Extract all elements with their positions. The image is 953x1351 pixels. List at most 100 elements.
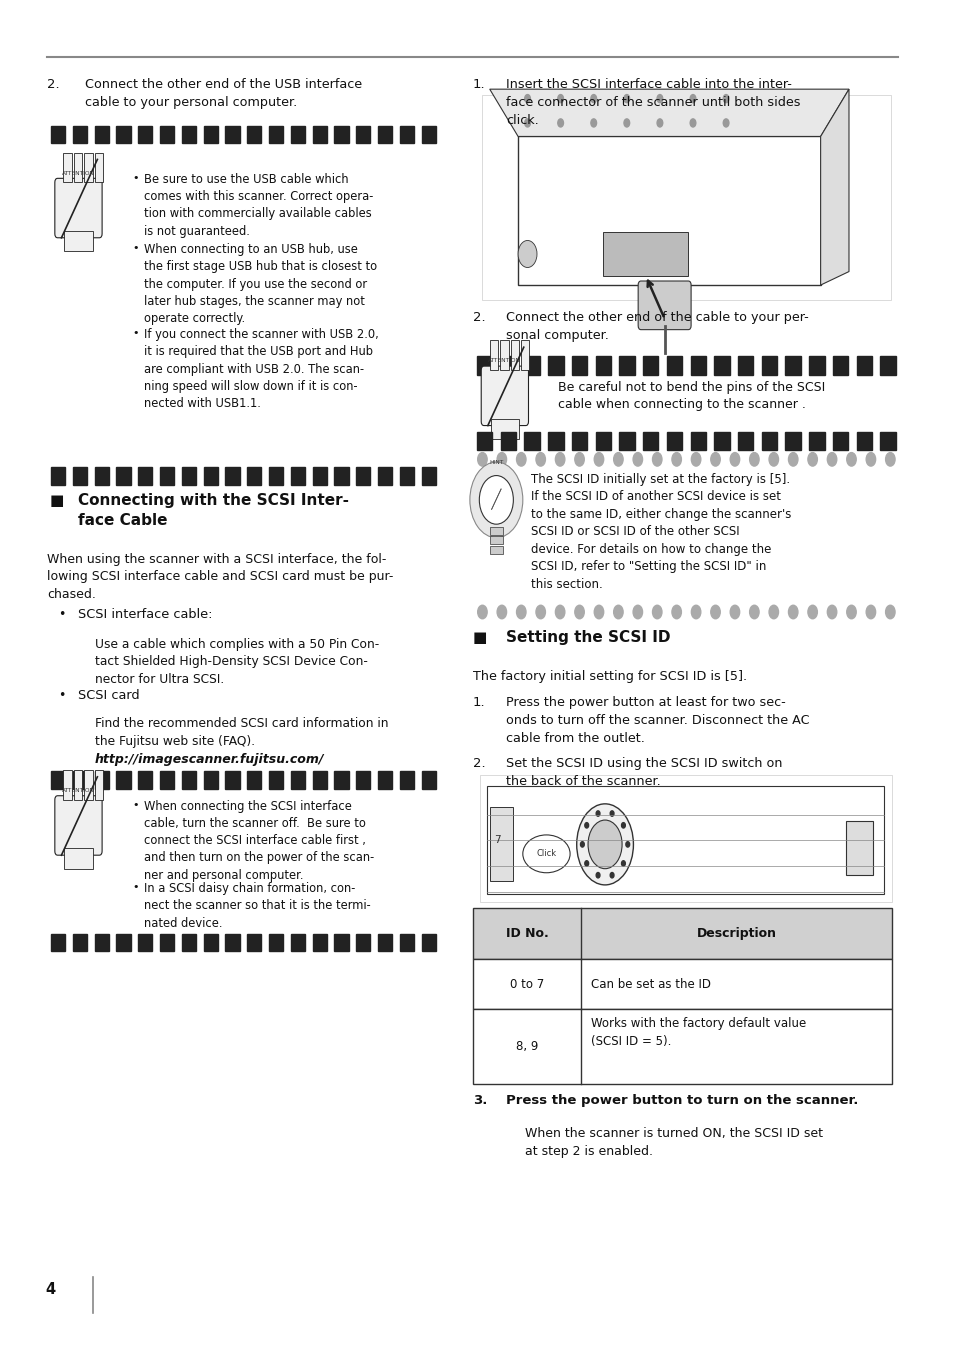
Text: Click: Click [536,850,556,858]
Bar [269,934,283,951]
Text: •: • [132,800,139,809]
Bar [489,807,513,881]
Circle shape [657,95,662,103]
Bar [64,231,92,251]
Circle shape [587,820,621,869]
Circle shape [884,605,894,619]
Circle shape [722,95,728,103]
Bar [571,431,587,450]
FancyBboxPatch shape [54,796,102,855]
Bar [94,934,109,951]
Text: ■: ■ [50,493,64,508]
Bar [64,848,92,869]
Bar [602,232,687,276]
Bar [51,467,65,485]
Bar [160,771,174,789]
Bar [160,467,174,485]
Circle shape [516,605,525,619]
Bar [138,934,152,951]
Circle shape [610,811,614,816]
Circle shape [590,95,596,103]
Bar [784,355,801,374]
Bar [335,771,348,789]
Bar [355,771,370,789]
Bar [247,126,261,143]
Circle shape [555,453,564,466]
Circle shape [558,119,563,127]
Bar [182,126,195,143]
Bar [714,431,729,450]
Circle shape [524,95,530,103]
Circle shape [710,453,720,466]
Bar [481,95,890,300]
Bar [291,771,305,789]
Circle shape [613,453,622,466]
Circle shape [555,605,564,619]
Circle shape [689,119,695,127]
Bar [738,355,753,374]
Bar [116,934,131,951]
Text: ID No.: ID No. [505,927,548,940]
Bar [72,126,87,143]
Bar [377,771,392,789]
Bar [116,467,131,485]
Bar [72,934,87,951]
Text: The factory initial setting for SCSI ID is [5].: The factory initial setting for SCSI ID … [473,670,746,684]
Bar [473,1009,892,1084]
Bar [203,126,217,143]
Bar [84,153,92,182]
Text: Connecting with the SCSI Inter-
face Cable: Connecting with the SCSI Inter- face Cab… [77,493,348,528]
Circle shape [575,605,583,619]
Bar [247,467,261,485]
Circle shape [517,240,537,267]
Bar [473,959,892,1009]
Text: Be sure to use the USB cable which
comes with this scanner. Correct opera-
tion : Be sure to use the USB cable which comes… [144,173,373,238]
Circle shape [671,453,680,466]
Bar [642,355,658,374]
Text: When the scanner is turned ON, the SCSI ID set
at step 2 is enabled.: When the scanner is turned ON, the SCSI … [524,1127,821,1158]
Bar [313,771,327,789]
Bar [880,355,895,374]
Bar [225,934,239,951]
FancyBboxPatch shape [54,178,102,238]
Circle shape [584,823,588,828]
Text: Description: Description [697,927,776,940]
Bar [313,934,327,951]
Bar [476,355,492,374]
Bar [182,934,195,951]
Bar [313,467,327,485]
Text: If you connect the scanner with USB 2.0,
it is required that the USB port and Hu: If you connect the scanner with USB 2.0,… [144,328,378,411]
Text: Use a cable which complies with a 50 Pin Con-
tact Shielded High-Density SCSI De: Use a cable which complies with a 50 Pin… [94,638,378,686]
Circle shape [497,605,506,619]
Text: In a SCSI daisy chain formation, con-
nect the scanner so that it is the termi-
: In a SCSI daisy chain formation, con- ne… [144,882,370,929]
Text: 1.: 1. [473,78,485,92]
Bar [524,431,539,450]
Circle shape [671,605,680,619]
FancyBboxPatch shape [480,366,528,426]
Bar [84,770,92,800]
Bar [571,355,587,374]
Bar [269,771,283,789]
Circle shape [575,453,583,466]
Bar [63,153,71,182]
Bar [116,126,131,143]
Text: •: • [132,882,139,892]
Circle shape [594,453,603,466]
Circle shape [621,823,624,828]
Bar [203,771,217,789]
Bar [94,467,109,485]
Circle shape [536,453,545,466]
Bar [73,153,82,182]
Circle shape [689,95,695,103]
Bar [94,770,103,800]
Circle shape [633,453,642,466]
Circle shape [807,605,817,619]
Bar [856,355,871,374]
Bar [377,934,392,951]
Bar [714,355,729,374]
Circle shape [623,95,629,103]
Bar [486,786,883,894]
Bar [489,527,502,535]
Circle shape [768,453,778,466]
Bar [690,431,705,450]
